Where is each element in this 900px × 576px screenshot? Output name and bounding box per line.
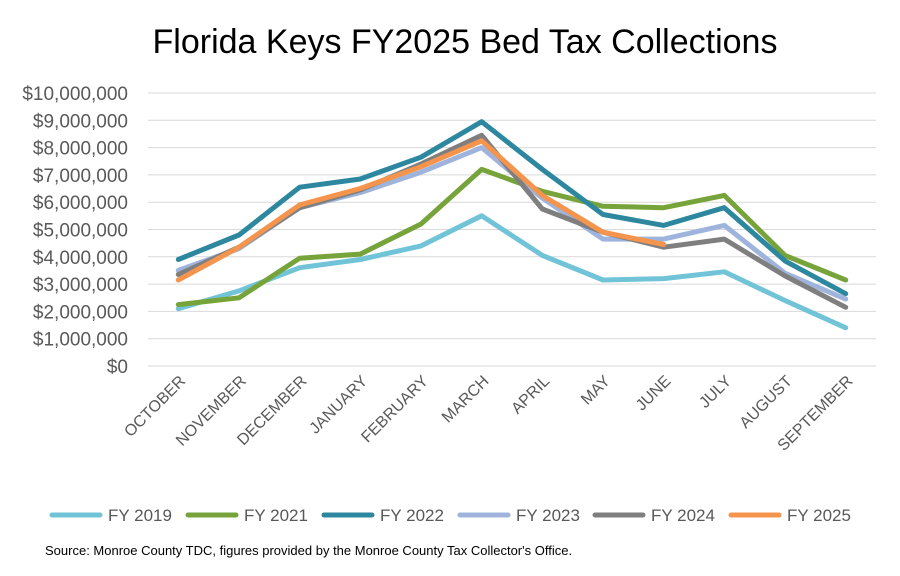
legend-label: FY 2023 xyxy=(516,506,580,525)
x-tick-label: MAY xyxy=(578,373,614,409)
y-tick-label: $8,000,000 xyxy=(33,139,128,160)
y-tick-label: $2,000,000 xyxy=(33,302,128,323)
x-tick-label: JULY xyxy=(696,373,735,412)
series-line-fy-2022 xyxy=(175,119,849,297)
series-line-fy-2019 xyxy=(175,213,849,331)
chart-title: Florida Keys FY2025 Bed Tax Collections xyxy=(153,23,778,61)
grid-layer xyxy=(148,92,876,367)
y-tick-label: $4,000,000 xyxy=(33,248,128,269)
x-tick-label: APRIL xyxy=(508,373,553,418)
y-tick-label: $10,000,000 xyxy=(22,84,128,105)
legend-label: FY 2022 xyxy=(380,506,444,525)
y-tick-label: $5,000,000 xyxy=(33,221,128,242)
x-tick-label: AUGUST xyxy=(737,373,796,432)
series-layer xyxy=(175,119,849,331)
legend-label: FY 2019 xyxy=(108,506,172,525)
x-tick-label: MARCH xyxy=(439,373,493,427)
series-line-fy-2021 xyxy=(175,166,849,308)
legend-label: FY 2021 xyxy=(244,506,308,525)
y-tick-label: $7,000,000 xyxy=(33,166,128,187)
y-tick-label: $0 xyxy=(107,357,128,378)
legend: FY 2019 FY 2021 FY 2022 FY 2023 FY 2024 FY 20… xyxy=(49,506,851,525)
x-tick-label: JUNE xyxy=(633,373,675,415)
series-line-fy-2025 xyxy=(175,138,667,283)
y-tick-label: $3,000,000 xyxy=(33,275,128,296)
y-tick-label: $6,000,000 xyxy=(33,193,128,214)
legend-label: FY 2025 xyxy=(787,506,851,525)
y-tick-label: $9,000,000 xyxy=(33,111,128,132)
y-axis-ticks: $0 $1,000,000 $2,000,000 $3,000,000 $4,000,0… xyxy=(22,84,128,378)
legend-label: FY 2024 xyxy=(651,506,715,525)
x-tick-label: JANUARY xyxy=(307,373,372,438)
source-note: Source: Monroe County TDC, figures provi… xyxy=(45,543,573,558)
y-tick-label: $1,000,000 xyxy=(33,330,128,351)
